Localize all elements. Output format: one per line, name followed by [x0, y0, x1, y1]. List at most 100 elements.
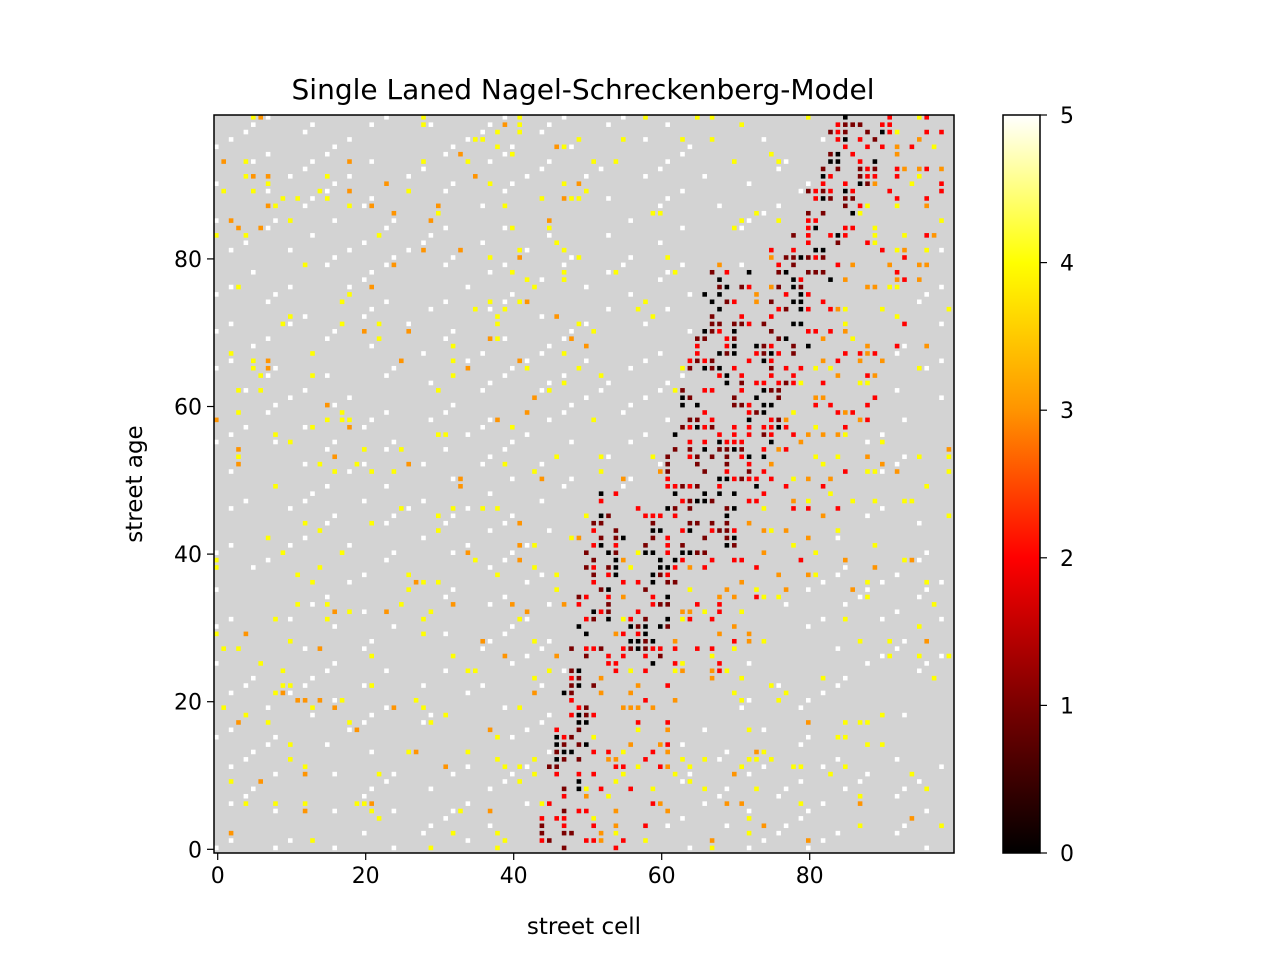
cell-speed-4	[621, 616, 626, 622]
cell-speed-5	[362, 683, 367, 688]
cell-speed-5	[524, 247, 530, 253]
cell-speed-1	[791, 233, 796, 238]
cell-speed-4	[421, 159, 426, 164]
cell-speed-4	[317, 461, 323, 467]
cell-speed-4	[591, 734, 596, 740]
cell-speed-5	[273, 771, 278, 777]
cell-speed-1	[680, 484, 685, 489]
x-tick-label: 0	[211, 864, 225, 889]
cell-speed-1	[547, 838, 552, 843]
cell-speed-5	[584, 358, 589, 364]
cell-speed-1	[569, 668, 574, 674]
cell-speed-2	[650, 513, 656, 519]
cell-speed-1	[865, 181, 870, 186]
cell-speed-2	[709, 646, 715, 651]
cell-speed-2	[709, 557, 715, 563]
cell-speed-5	[643, 321, 648, 327]
cell-speed-3	[806, 838, 811, 843]
cell-speed-5	[628, 292, 633, 297]
cell-speed-4	[495, 506, 500, 511]
cell-speed-5	[835, 572, 841, 578]
cell-speed-3	[865, 454, 870, 460]
cell-speed-2	[843, 225, 848, 231]
cell-speed-4	[258, 661, 263, 666]
cell-speed-4	[532, 284, 537, 290]
cell-speed-2	[672, 661, 678, 666]
cell-speed-4	[835, 528, 841, 533]
cell-speed-5	[362, 277, 367, 282]
cell-speed-2	[865, 174, 870, 179]
cell-speed-5	[658, 166, 663, 172]
cell-speed-4	[487, 299, 493, 305]
cell-speed-5	[362, 314, 367, 319]
cell-speed-0	[835, 151, 841, 157]
cell-speed-5	[325, 594, 330, 600]
cell-speed-5	[428, 712, 434, 718]
cell-speed-4	[561, 247, 567, 253]
cell-speed-5	[880, 579, 885, 585]
cell-speed-4	[946, 454, 952, 460]
cell-speed-5	[917, 299, 922, 305]
cell-speed-5	[606, 454, 611, 460]
cell-speed-5	[288, 321, 293, 327]
cell-speed-1	[606, 565, 611, 570]
cell-speed-5	[702, 174, 707, 179]
cell-speed-2	[598, 498, 604, 504]
cell-speed-1	[591, 683, 596, 688]
cell-speed-5	[465, 358, 471, 364]
cell-speed-5	[421, 830, 426, 836]
cell-speed-2	[561, 816, 567, 821]
cell-speed-4	[273, 801, 278, 806]
cell-speed-3	[865, 351, 870, 356]
cell-speed-0	[613, 565, 619, 570]
cell-speed-0	[695, 402, 700, 408]
cell-speed-5	[302, 314, 308, 319]
cell-speed-3	[924, 343, 929, 349]
cell-speed-4	[865, 380, 870, 386]
cell-speed-4	[769, 683, 774, 688]
cell-speed-5	[465, 137, 471, 142]
cell-speed-0	[828, 277, 833, 282]
cell-speed-0	[672, 491, 678, 496]
cell-speed-5	[369, 269, 374, 275]
cell-speed-1	[717, 321, 722, 327]
cell-speed-4	[399, 506, 404, 511]
cell-speed-5	[524, 653, 530, 659]
cell-speed-4	[487, 255, 493, 260]
cell-speed-2	[865, 373, 870, 378]
cell-speed-2	[909, 144, 915, 150]
cell-speed-4	[502, 306, 508, 312]
cell-speed-5	[658, 240, 663, 246]
cell-speed-4	[450, 830, 456, 836]
cell-speed-0	[658, 624, 663, 629]
cell-speed-1	[872, 137, 878, 142]
cell-speed-1	[687, 447, 693, 452]
cell-speed-4	[302, 764, 308, 770]
cell-speed-5	[243, 388, 249, 393]
cell-speed-1	[539, 830, 545, 836]
cell-speed-4	[495, 129, 500, 135]
cell-speed-4	[791, 410, 796, 415]
cell-speed-4	[347, 720, 352, 725]
cell-speed-5	[362, 498, 367, 504]
cell-speed-1	[724, 351, 730, 356]
cell-speed-4	[820, 461, 826, 467]
cell-speed-0	[702, 498, 707, 504]
cell-speed-5	[524, 764, 530, 770]
cell-speed-1	[828, 129, 833, 135]
cell-speed-5	[539, 129, 545, 135]
cell-speed-4	[776, 218, 781, 223]
cell-speed-2	[820, 484, 826, 489]
cell-speed-3	[628, 690, 633, 696]
cell-speed-3	[613, 757, 619, 762]
cell-speed-5	[739, 225, 744, 231]
cell-speed-2	[672, 646, 678, 651]
cell-speed-2	[924, 115, 929, 120]
cell-speed-2	[606, 594, 611, 600]
cell-speed-2	[613, 845, 619, 851]
cell-speed-2	[724, 439, 730, 445]
cell-speed-5	[480, 646, 485, 651]
cell-speed-0	[717, 292, 722, 297]
cell-speed-5	[835, 535, 841, 541]
cell-speed-5	[214, 734, 219, 740]
